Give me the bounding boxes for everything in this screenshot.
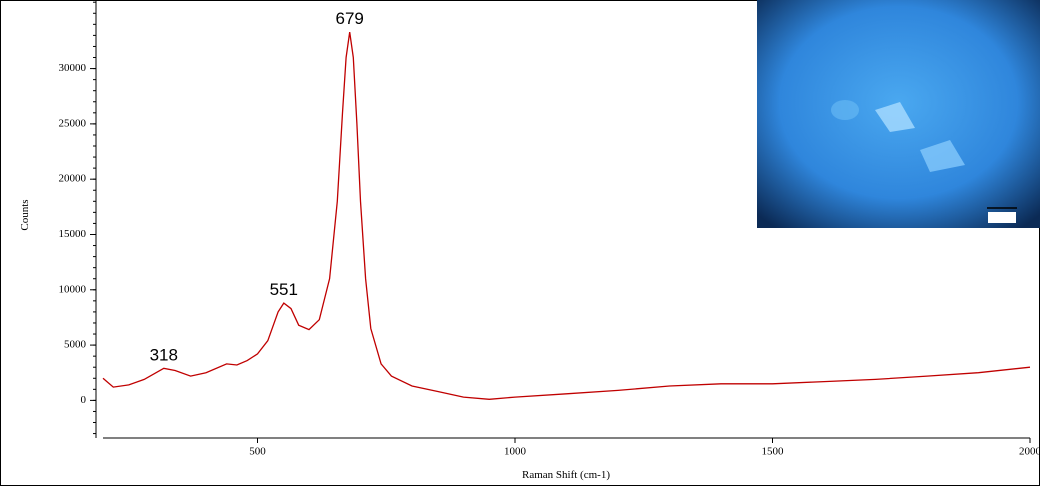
- spectrum-line: [102, 32, 1031, 400]
- x-tick-label: 2000: [1019, 446, 1040, 458]
- y-tick-label: 10000: [59, 283, 87, 295]
- x-tick-label: 500: [249, 446, 266, 458]
- y-tick-label: 5000: [64, 339, 87, 351]
- y-tick-label: 15000: [59, 228, 87, 240]
- x-axis-label: Raman Shift (cm-1): [522, 469, 610, 481]
- scale-box: [988, 212, 1016, 223]
- plot: 0 5000 10000 15000 20000 25000 30000 500 1000 150…: [59, 0, 1040, 458]
- y-tick-label: 25000: [59, 117, 87, 129]
- y-axis-label: Counts: [19, 199, 31, 230]
- peak-label: 551: [270, 280, 298, 299]
- x-tick-label: 1000: [504, 446, 527, 458]
- crystal: [920, 140, 965, 172]
- inset-image: [757, 0, 1040, 228]
- crystal: [831, 100, 859, 120]
- peak-label: 318: [150, 345, 178, 364]
- y-tick-label: 30000: [59, 62, 87, 74]
- crystal: [875, 102, 915, 132]
- x-tick-label: 1500: [762, 446, 785, 458]
- y-tick-label: 20000: [59, 173, 87, 185]
- peak-label: 679: [335, 9, 363, 28]
- y-tick-label: 0: [81, 394, 87, 406]
